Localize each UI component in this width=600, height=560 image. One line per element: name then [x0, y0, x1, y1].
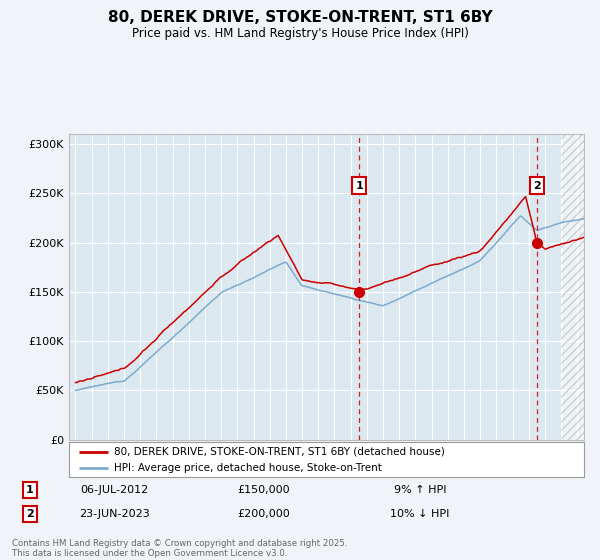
Text: 1: 1	[26, 485, 34, 495]
Text: 80, DEREK DRIVE, STOKE-ON-TRENT, ST1 6BY: 80, DEREK DRIVE, STOKE-ON-TRENT, ST1 6BY	[107, 10, 493, 25]
Text: 9% ↑ HPI: 9% ↑ HPI	[394, 485, 446, 495]
Text: 2: 2	[26, 509, 34, 519]
Text: 23-JUN-2023: 23-JUN-2023	[79, 509, 149, 519]
Text: Price paid vs. HM Land Registry's House Price Index (HPI): Price paid vs. HM Land Registry's House …	[131, 27, 469, 40]
Text: HPI: Average price, detached house, Stoke-on-Trent: HPI: Average price, detached house, Stok…	[115, 463, 382, 473]
Bar	[561, 134, 584, 440]
Text: Contains HM Land Registry data © Crown copyright and database right 2025.
This d: Contains HM Land Registry data © Crown c…	[12, 539, 347, 558]
Text: 1: 1	[355, 180, 363, 190]
Text: 06-JUL-2012: 06-JUL-2012	[80, 485, 148, 495]
Text: £150,000: £150,000	[238, 485, 290, 495]
Text: 2: 2	[533, 180, 541, 190]
Text: 80, DEREK DRIVE, STOKE-ON-TRENT, ST1 6BY (detached house): 80, DEREK DRIVE, STOKE-ON-TRENT, ST1 6BY…	[115, 447, 445, 457]
Text: £200,000: £200,000	[238, 509, 290, 519]
Text: 10% ↓ HPI: 10% ↓ HPI	[391, 509, 449, 519]
